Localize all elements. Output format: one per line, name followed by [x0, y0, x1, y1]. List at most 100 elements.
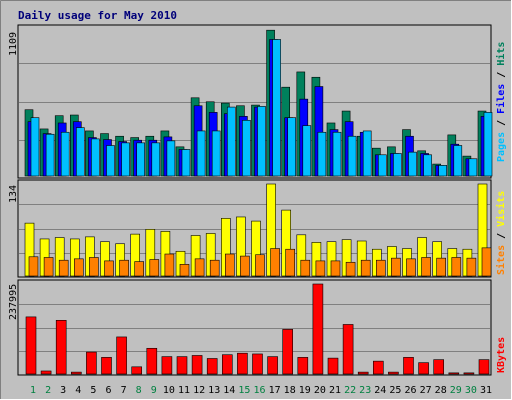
sites-bar [240, 255, 250, 277]
pages-bar [332, 131, 342, 177]
kbytes-bar [25, 316, 37, 375]
legend-pages: Pages [496, 132, 507, 162]
sites-bar [149, 259, 160, 277]
pages-bar [60, 131, 70, 177]
day-label: 20 [314, 385, 326, 396]
sites-bar [315, 260, 326, 277]
pages-bar [408, 151, 417, 177]
day-label: 23 [359, 385, 371, 396]
day-label: 10 [163, 385, 175, 396]
day-label: 24 [374, 385, 386, 396]
pages-bar [483, 112, 493, 177]
kbytes-bar [478, 359, 490, 375]
day-label: 19 [299, 385, 311, 396]
pages-bar [106, 145, 115, 177]
kbytes-bar [161, 356, 173, 375]
day-label: 4 [75, 385, 81, 396]
sites-bar [43, 257, 54, 277]
day-label: 16 [253, 385, 265, 396]
hits-max-label: 1109 [8, 32, 19, 56]
sites-bar [345, 261, 356, 277]
pages-bar [393, 153, 402, 177]
sites-bar [300, 259, 311, 277]
day-label: 5 [90, 385, 96, 396]
kbytes-bar [312, 283, 324, 375]
kbytes-bar [206, 358, 218, 375]
day-label: 8 [136, 385, 142, 396]
pages-bar [45, 133, 55, 177]
legend-sep2: / [496, 66, 507, 84]
pages-bar [468, 158, 478, 177]
sites-bar [330, 260, 341, 277]
day-label: 7 [121, 385, 127, 396]
pages-bar [227, 106, 236, 177]
kbytes-bar [372, 360, 384, 375]
sites-bar [74, 258, 84, 277]
sites-bar [421, 257, 431, 277]
kbytes-bar [116, 336, 127, 375]
hits-bars [24, 29, 493, 177]
visits-legend: Sites / Visits [495, 191, 507, 275]
sites-bar [104, 260, 114, 277]
kbytes-bar [342, 324, 354, 375]
kbytes-bar [282, 329, 294, 375]
pages-bar [121, 142, 130, 177]
sites-bar [255, 254, 265, 277]
pages-bar [317, 131, 327, 177]
day-label: 2 [45, 385, 51, 396]
day-label: 29 [450, 385, 462, 396]
pages-bar [362, 130, 372, 177]
sites-bar [466, 257, 477, 277]
visits-bars [24, 183, 492, 277]
day-labels: 1 2 3 4 5 6 7 8 9 10 11 12 13 14 15 16 17 18 19 20 21 22 23 24 2… [30, 385, 492, 396]
pages-bar [166, 140, 176, 177]
legend-sep1: / [496, 114, 507, 132]
sites-bar [406, 258, 416, 277]
day-label: 26 [404, 385, 416, 396]
day-label: 18 [284, 385, 296, 396]
pages-bar [423, 154, 432, 177]
legend-kbytes: KBytes [496, 337, 507, 373]
legend-sites: Sites [495, 245, 507, 275]
sites-bar [134, 261, 144, 277]
kbytes-bar [357, 371, 369, 375]
kbytes-bar [297, 357, 309, 375]
kbytes-bar [55, 320, 67, 375]
kbytes-bar [86, 351, 97, 375]
kbytes-bar [463, 372, 475, 375]
legend-visits: Visits [495, 191, 507, 227]
sites-bar [58, 259, 69, 277]
day-label: 9 [151, 385, 157, 396]
kbytes-bar [267, 356, 278, 375]
day-label: 12 [193, 385, 205, 396]
legend-files: Files [495, 84, 507, 114]
day-label: 14 [223, 385, 235, 396]
sites-bar [270, 248, 280, 277]
sites-bar [285, 248, 296, 277]
pages-bar [438, 165, 448, 177]
kbytes-bar [448, 372, 460, 375]
kbytes-bar [101, 357, 112, 375]
sites-bar [119, 259, 129, 277]
day-label: 31 [480, 385, 492, 396]
sites-bar [436, 257, 447, 277]
legend-sep3: / [496, 227, 507, 245]
pages-bar [272, 39, 281, 177]
sites-bar [209, 259, 220, 277]
kbytes-max-label: 237995 [8, 284, 19, 320]
pages-bar [287, 117, 297, 177]
day-label: 21 [329, 385, 341, 396]
kbytes-bar [388, 371, 399, 375]
sites-bar [375, 259, 386, 277]
sites-bar [481, 247, 492, 277]
pages-bar [136, 142, 145, 177]
day-label: 22 [344, 385, 356, 396]
day-label: 30 [465, 385, 477, 396]
pages-bar [30, 117, 40, 177]
day-label: 6 [105, 385, 111, 396]
sites-bar [179, 264, 190, 277]
kbytes-bar [237, 352, 248, 375]
pages-bar [302, 125, 312, 177]
